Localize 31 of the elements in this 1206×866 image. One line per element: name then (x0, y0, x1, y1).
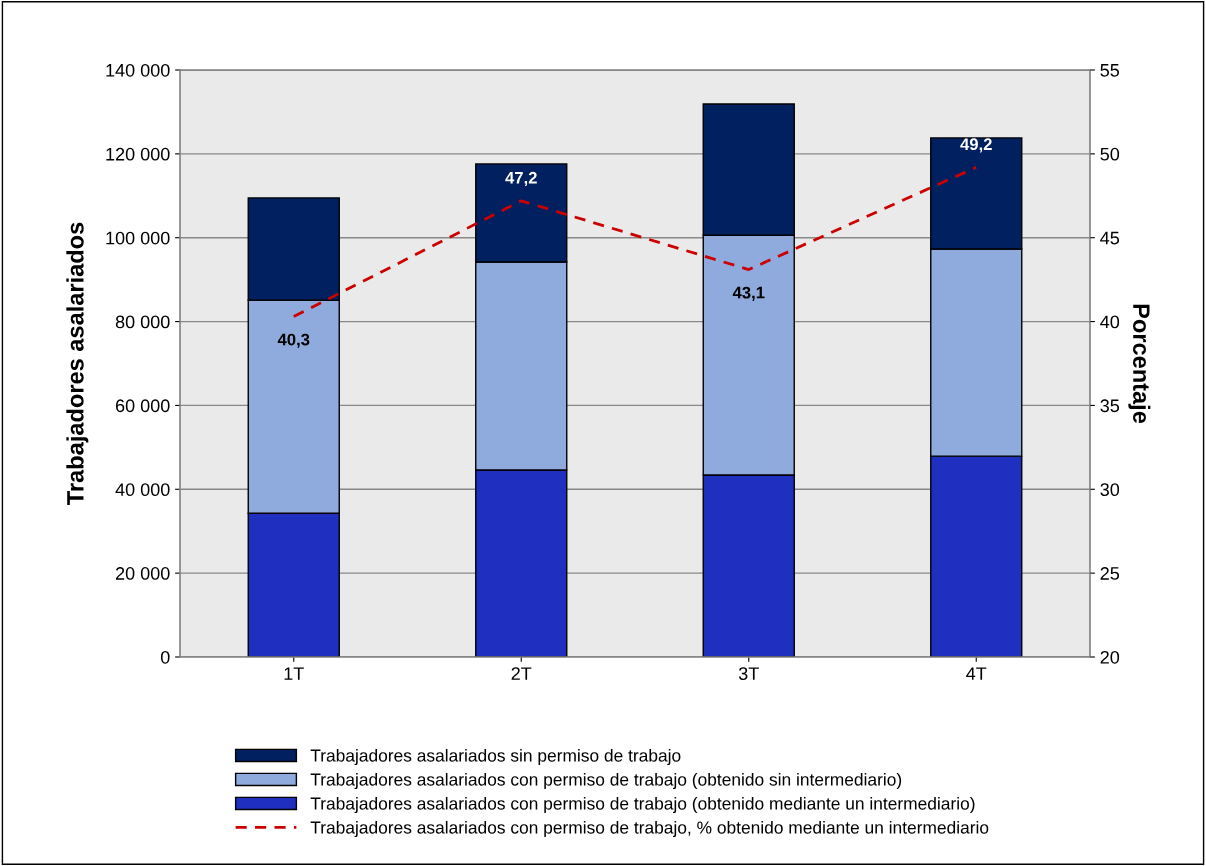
y-tick-label: 0 (160, 650, 170, 664)
y-tick-label: 120 000 (106, 147, 170, 161)
legend-label: Trabajadores asalariados con permiso de trabajo, % obtenido mediante un intermediario (310, 820, 989, 838)
data-label: 47,2 (505, 171, 537, 187)
x-tick-label: 1T (284, 667, 304, 680)
y-tick-label: 20 000 (115, 567, 170, 580)
legend-label: Trabajadores asalariados con permiso de trabajo (obtenido sin intermediario) (310, 772, 902, 790)
data-label: 49,2 (960, 138, 992, 153)
data-label: 40,3 (277, 333, 310, 348)
y2-tick-label: 45 (1100, 231, 1120, 245)
x-tick-label: 2T (511, 667, 532, 680)
y-tick-label: 80 000 (115, 315, 170, 329)
y2-axis-title: Porcentaje (1128, 304, 1151, 424)
y-tick-label: 140 000 (106, 63, 170, 77)
y-tick-label: 60 000 (115, 399, 170, 413)
legend-label: Trabajadores asalariados sin permiso de trabajo (310, 748, 681, 766)
data-label: 43,1 (732, 286, 765, 301)
x-tick-label: 4T (966, 667, 987, 680)
line-series (292, 165, 978, 318)
x-tick-label: 3T (738, 667, 759, 680)
y-tick-label: 40 000 (115, 483, 170, 497)
y-axis-title: Trabajadores asalariados (66, 222, 89, 505)
y2-tick-label: 20 (1100, 650, 1120, 664)
y2-tick-label: 55 (1100, 64, 1120, 77)
y2-tick-label: 35 (1100, 399, 1120, 413)
y2-tick-label: 30 (1100, 483, 1120, 497)
legend-label: Trabajadores asalariados con permiso de trabajo (obtenido mediante un intermediario) (310, 796, 975, 814)
y2-tick-label: 25 (1100, 567, 1120, 580)
y2-tick-label: 40 (1100, 315, 1120, 329)
y-tick-label: 100 000 (106, 231, 170, 245)
y2-tick-label: 50 (1100, 147, 1120, 161)
